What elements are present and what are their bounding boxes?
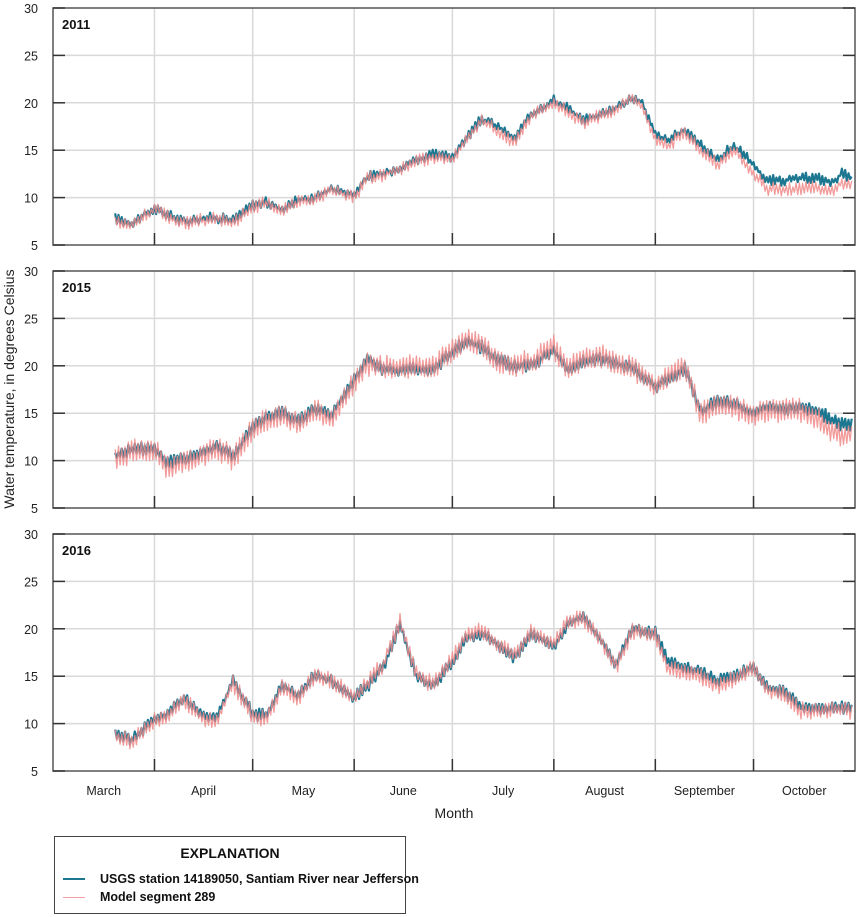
legend-title: EXPLANATION bbox=[180, 845, 280, 861]
panel-title: 2016 bbox=[62, 543, 91, 558]
legend-entry-model: Model segment 289 bbox=[63, 889, 215, 905]
legend-swatch-model bbox=[63, 896, 85, 898]
series-model-line bbox=[114, 329, 853, 478]
y-tick-label: 30 bbox=[24, 265, 38, 279]
panel-2015: 5 10 15 20 25 30 2015 bbox=[24, 265, 856, 516]
y-tick-label: 5 bbox=[31, 502, 38, 516]
x-tick-label: October bbox=[782, 784, 826, 798]
x-axis-title: Month bbox=[435, 805, 474, 821]
x-tick-label: May bbox=[292, 784, 316, 798]
legend-label-model: Model segment 289 bbox=[100, 890, 216, 904]
y-tick-label: 20 bbox=[24, 97, 38, 111]
y-tick-label: 30 bbox=[24, 2, 38, 16]
plot-frame bbox=[52, 270, 856, 509]
series-model-line bbox=[114, 610, 853, 750]
y-tick-label: 5 bbox=[31, 239, 38, 253]
y-tick-label: 20 bbox=[24, 623, 38, 637]
y-tick-label: 25 bbox=[24, 575, 38, 589]
x-tick-label: July bbox=[492, 784, 515, 798]
x-tick-label: April bbox=[191, 784, 216, 798]
x-tick-label: September bbox=[674, 784, 735, 798]
y-tick-label: 10 bbox=[24, 455, 38, 469]
panel-2011: 5 10 15 20 25 30 2011 bbox=[24, 2, 856, 253]
y-tick-label: 10 bbox=[24, 192, 38, 206]
y-tick-label: 30 bbox=[24, 528, 38, 542]
y-tick-label: 15 bbox=[24, 407, 38, 421]
legend-label-observed: USGS station 14189050, Santiam River nea… bbox=[100, 872, 419, 886]
y-axis-title: Water temperature, in degrees Celsius bbox=[1, 269, 17, 508]
x-tick-label: June bbox=[390, 784, 417, 798]
panels-layer: 5 10 15 20 25 30 2011 5 10 15 20 25 30 2015 5 10 15 20 25 3… bbox=[24, 2, 856, 798]
y-tick-label: 15 bbox=[24, 670, 38, 684]
y-tick-label: 25 bbox=[24, 49, 38, 63]
panel-title: 2011 bbox=[62, 17, 90, 32]
legend-swatch-observed bbox=[63, 878, 85, 880]
legend: EXPLANATION USGS station 14189050, Santi… bbox=[54, 836, 419, 914]
y-tick-label: 15 bbox=[24, 144, 38, 158]
series-model-line bbox=[114, 93, 853, 230]
y-tick-label: 5 bbox=[31, 765, 38, 779]
y-tick-label: 20 bbox=[24, 360, 38, 374]
legend-entry-observed: USGS station 14189050, Santiam River nea… bbox=[63, 871, 419, 887]
plot-frame bbox=[52, 533, 856, 772]
panel-2016: 5 10 15 20 25 30 2016 bbox=[24, 528, 856, 779]
x-tick-label: August bbox=[585, 784, 624, 798]
plot-frame bbox=[52, 7, 856, 246]
x-tick-label: March bbox=[86, 784, 121, 798]
y-tick-label: 25 bbox=[24, 312, 38, 326]
panel-title: 2015 bbox=[62, 280, 91, 295]
y-tick-label: 10 bbox=[24, 718, 38, 732]
